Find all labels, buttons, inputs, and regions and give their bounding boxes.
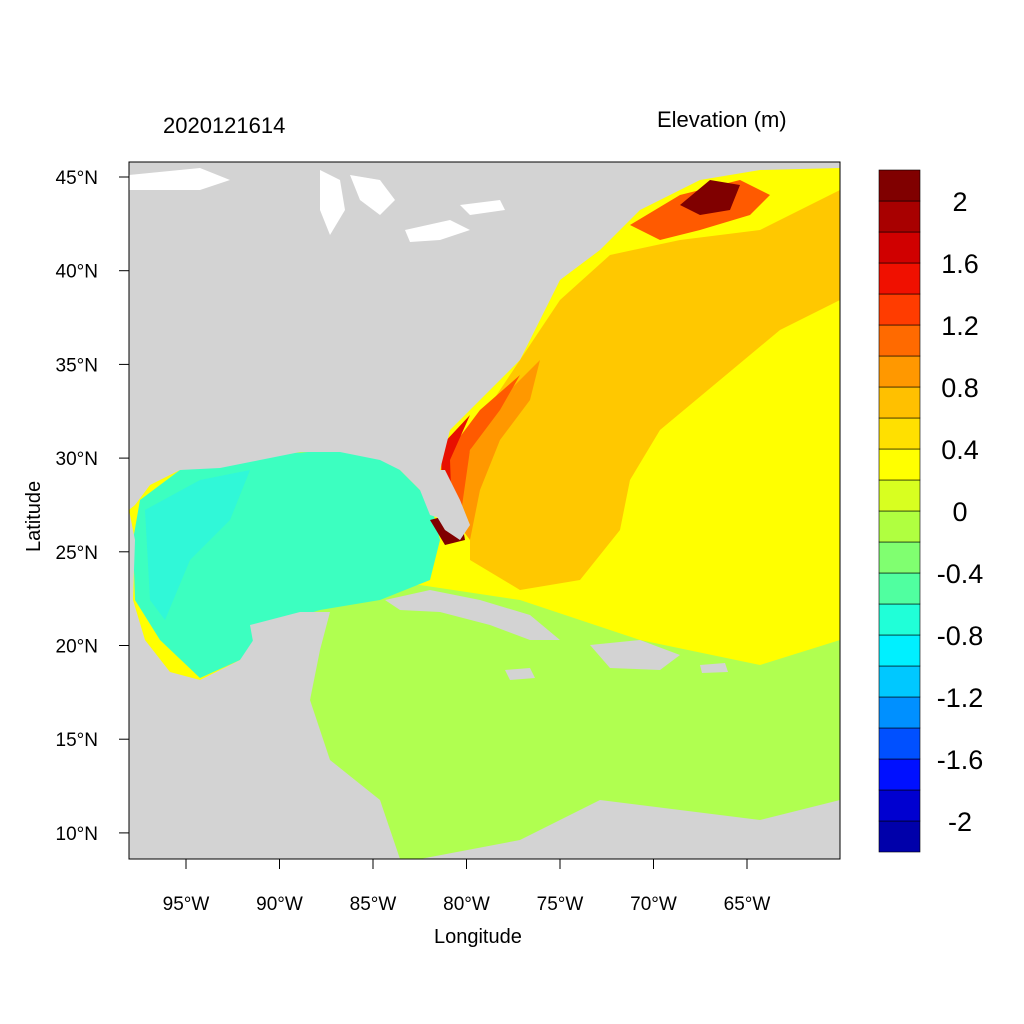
colorbar-swatch bbox=[878, 262, 921, 295]
colorbar-swatch bbox=[878, 820, 921, 853]
longitude-tick-label: 70°W bbox=[630, 894, 677, 915]
lake-huron bbox=[350, 175, 395, 215]
colorbar-swatch bbox=[878, 727, 921, 760]
longitude-tick-label: 95°W bbox=[163, 894, 210, 915]
colorbar-tick-label: 0.8 bbox=[941, 373, 979, 403]
longitude-ticks: 95°W 90°W 85°W 80°W 75°W 70°W 65°W bbox=[163, 859, 771, 915]
colorbar-swatch bbox=[878, 541, 921, 574]
longitude-tick-label: 75°W bbox=[537, 894, 584, 915]
colorbar-swatch bbox=[878, 169, 921, 202]
cuba-land bbox=[385, 590, 560, 640]
florida-peninsula bbox=[430, 470, 470, 540]
colorbar-tick-label: 1.2 bbox=[941, 311, 979, 341]
colorbar-tick-label: -2 bbox=[948, 807, 972, 837]
coastal-surge-orange bbox=[455, 360, 540, 540]
latitude-tick-label: 45°N bbox=[56, 168, 98, 189]
latitude-tick-label: 30°N bbox=[56, 449, 98, 470]
map-date-title: 2020121614 bbox=[163, 113, 286, 138]
map-frame bbox=[128, 161, 841, 860]
jamaica-land bbox=[505, 668, 535, 680]
longitude-tick-label: 65°W bbox=[724, 894, 771, 915]
colorbar-tick-label: 2 bbox=[952, 187, 967, 217]
colorbar-swatch bbox=[878, 324, 921, 357]
colorbar-swatch bbox=[878, 510, 921, 543]
colorbar-swatch bbox=[878, 231, 921, 264]
latitude-ticks: 45°N 40°N 35°N 30°N 25°N 20°N 15°N 10°N bbox=[56, 168, 129, 845]
colorbar-tick-label: -0.8 bbox=[937, 621, 984, 651]
map-area bbox=[129, 162, 840, 859]
puerto-rico-land bbox=[700, 663, 728, 673]
lake-ontario bbox=[460, 200, 505, 215]
atlantic-surge-moderate bbox=[470, 190, 840, 590]
colorbar-tick-label: 0.4 bbox=[941, 435, 979, 465]
yucatan-land bbox=[250, 612, 330, 700]
south-america-land bbox=[420, 800, 840, 859]
colorbar-swatch bbox=[878, 479, 921, 512]
colorbar-swatch bbox=[878, 696, 921, 729]
colorbar-tick-label: -1.2 bbox=[937, 683, 984, 713]
x-axis-label: Longitude bbox=[434, 926, 522, 948]
colorbar-swatch bbox=[878, 293, 921, 326]
latitude-tick-label: 10°N bbox=[56, 824, 98, 845]
colorbar-swatch bbox=[878, 200, 921, 233]
longitude-tick-label: 80°W bbox=[443, 894, 490, 915]
lake-superior bbox=[129, 168, 230, 190]
longitude-tick-label: 85°W bbox=[350, 894, 397, 915]
colorbar-swatch bbox=[878, 386, 921, 419]
colorbar bbox=[878, 169, 921, 853]
colorbar-tick-label: -1.6 bbox=[937, 745, 984, 775]
latitude-tick-label: 20°N bbox=[56, 637, 98, 658]
colorbar-tick-label: 1.6 bbox=[941, 249, 979, 279]
colorbar-swatch bbox=[878, 758, 921, 791]
coastal-surge-dark-orange bbox=[445, 375, 520, 520]
new-england-surge-peak bbox=[680, 180, 740, 215]
latitude-tick-label: 25°N bbox=[56, 543, 98, 564]
latitude-tick-label: 40°N bbox=[56, 262, 98, 283]
colorbar-swatch bbox=[878, 789, 921, 822]
colorbar-swatch bbox=[878, 355, 921, 388]
land-masses bbox=[129, 162, 840, 859]
north-america-land bbox=[129, 162, 840, 520]
colorbar-swatch bbox=[878, 417, 921, 450]
colorbar-tick-label: -0.4 bbox=[937, 559, 984, 589]
colorbar-tick-label: 0 bbox=[952, 497, 967, 527]
longitude-tick-label: 90°W bbox=[256, 894, 303, 915]
colorbar-swatch bbox=[878, 665, 921, 698]
lake-michigan bbox=[320, 170, 345, 235]
colorbar-labels: 2 1.6 1.2 0.8 0.4 0 -0.4 -0.8 -1.2 -1.6 -2 bbox=[937, 187, 984, 837]
colorbar-swatch bbox=[878, 603, 921, 636]
variable-title: Elevation (m) bbox=[657, 107, 787, 132]
caribbean-sea bbox=[300, 585, 840, 859]
colorbar-swatch bbox=[878, 448, 921, 481]
lake-erie bbox=[405, 220, 470, 242]
colorbar-swatch bbox=[878, 634, 921, 667]
gulf-west-shelf bbox=[145, 470, 250, 620]
great-lakes bbox=[129, 168, 505, 242]
colorbar-swatch bbox=[878, 572, 921, 605]
latitude-tick-label: 35°N bbox=[56, 355, 98, 376]
latitude-tick-label: 15°N bbox=[56, 730, 98, 751]
hispaniola-land bbox=[590, 640, 680, 670]
